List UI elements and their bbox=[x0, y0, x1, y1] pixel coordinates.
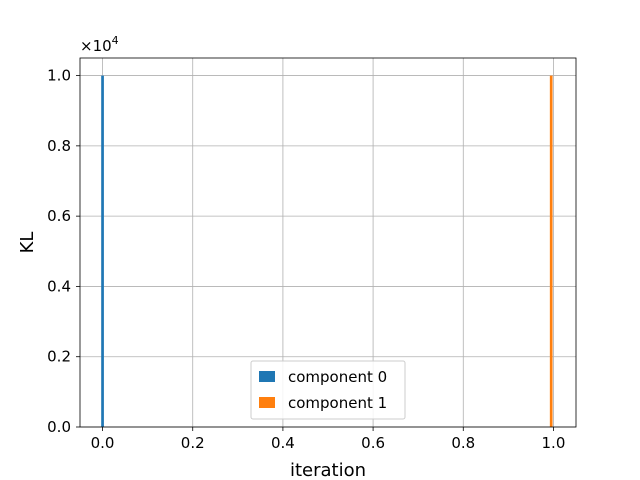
x-tick-label: 0.0 bbox=[91, 434, 115, 452]
y-axis-ticks: 0.0 0.2 0.4 0.6 0.8 1.0 bbox=[47, 67, 80, 436]
bar-component-0 bbox=[101, 75, 104, 428]
x-tick-label: 1.0 bbox=[542, 434, 566, 452]
y-tick-label: 0.4 bbox=[47, 277, 71, 295]
y-axis-multiplier-exponent: 4 bbox=[112, 34, 119, 47]
x-axis-ticks: 0.0 0.2 0.4 0.6 0.8 1.0 bbox=[91, 427, 566, 452]
y-tick-label: 0.0 bbox=[47, 418, 71, 436]
legend-box bbox=[250, 360, 406, 420]
y-axis-multiplier-base: ×10 bbox=[80, 37, 112, 55]
y-tick-label: 0.6 bbox=[47, 207, 71, 225]
legend-entry-label: component 1 bbox=[288, 394, 387, 412]
x-tick-label: 0.2 bbox=[181, 434, 205, 452]
bar-component-1 bbox=[549, 75, 553, 428]
legend-entry-label: component 0 bbox=[288, 368, 387, 386]
y-tick-label: 0.2 bbox=[47, 348, 71, 366]
bars bbox=[101, 75, 553, 428]
grid bbox=[80, 58, 576, 428]
legend-swatch bbox=[259, 397, 275, 408]
x-axis-label: iteration bbox=[290, 460, 366, 480]
y-axis-multiplier: ×104 bbox=[80, 34, 119, 55]
plot-frame bbox=[79, 57, 577, 428]
x-tick-label: 0.6 bbox=[361, 434, 385, 452]
legend-swatch bbox=[259, 371, 275, 382]
x-tick-label: 0.8 bbox=[451, 434, 475, 452]
y-tick-label: 1.0 bbox=[47, 67, 71, 85]
y-axis-label: KL bbox=[17, 232, 38, 254]
legend: component 0 component 1 bbox=[250, 360, 406, 420]
x-tick-label: 0.4 bbox=[271, 434, 295, 452]
y-tick-label: 0.8 bbox=[47, 137, 71, 155]
